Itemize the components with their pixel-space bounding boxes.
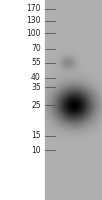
Bar: [45, 0, 102, 200]
Text: 55: 55: [31, 58, 41, 67]
Text: 15: 15: [31, 131, 41, 140]
Text: 70: 70: [31, 44, 41, 53]
Text: 25: 25: [31, 101, 41, 110]
Text: 40: 40: [31, 73, 41, 82]
Text: 100: 100: [26, 28, 41, 38]
Text: 170: 170: [26, 4, 41, 13]
Text: 10: 10: [31, 146, 41, 155]
Text: 35: 35: [31, 83, 41, 92]
Text: 130: 130: [26, 16, 41, 25]
Bar: [0, 0, 45, 200]
